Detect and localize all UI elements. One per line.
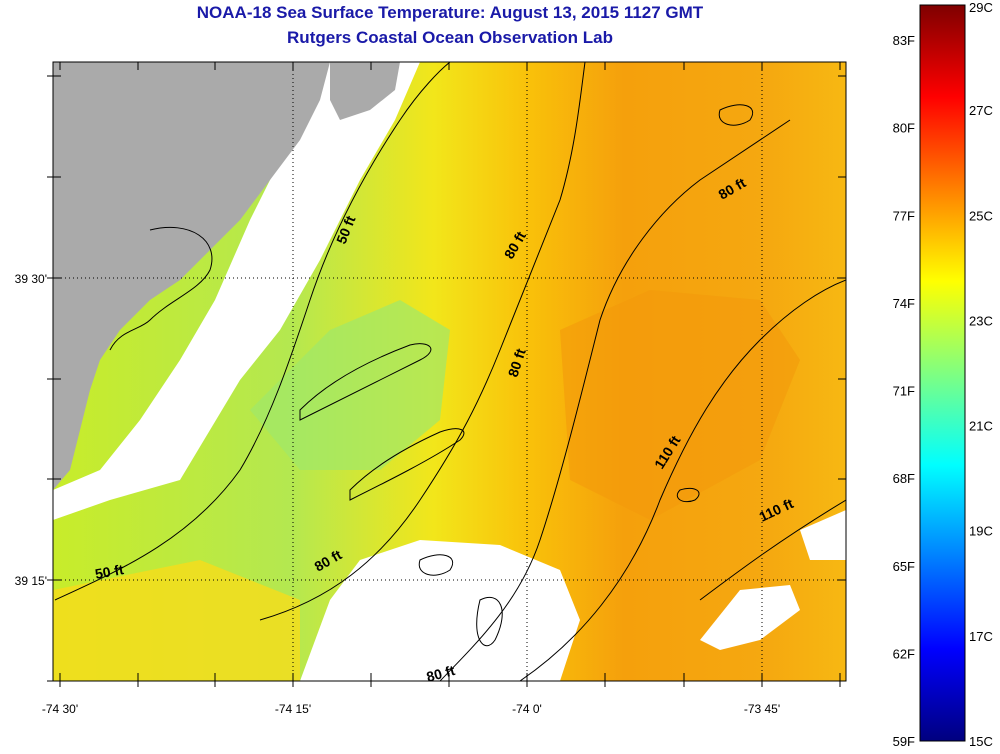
contour-80ft-west: [259, 62, 586, 621]
colorbar-c-label: 21C: [969, 419, 993, 434]
lon-label-73-45: -73 45': [744, 702, 780, 716]
land-island: [330, 62, 400, 120]
contour-shoal-5: [418, 554, 453, 576]
contour-50ft: [54, 62, 451, 601]
colorbar-f-label: 74F: [893, 296, 915, 311]
colorbar-c-label: 27C: [969, 103, 993, 118]
colorbar-f-label: 83F: [893, 33, 915, 48]
nodata-southeast: [700, 585, 800, 650]
land-mass: [53, 62, 330, 490]
nodata-coastal-strip: [53, 62, 420, 520]
coastline-inner: [109, 226, 213, 351]
chart-subtitle: Rutgers Coastal Ocean Observation Lab: [287, 28, 613, 47]
contour-shoal-6: [476, 597, 503, 647]
contour-shoal-2: [349, 428, 465, 501]
depth-label-80ft-e: 80 ft: [425, 662, 457, 685]
colorbar-f-label: 77F: [893, 208, 915, 223]
contour-80ft-east: [439, 119, 791, 681]
contour-shoal-1: [299, 343, 432, 421]
colorbar-f-label: 80F: [893, 121, 915, 136]
colorbar-gradient: [919, 4, 966, 742]
chart-title: NOAA-18 Sea Surface Temperature: August …: [196, 3, 704, 22]
lat-label-39-30: 39 30': [15, 272, 47, 286]
lon-label-74-00: -74 0': [512, 702, 542, 716]
nodata-south: [300, 540, 580, 681]
depth-label-50ft-b: 50 ft: [94, 561, 125, 582]
colorbar-c-label: 25C: [969, 208, 993, 223]
lon-label-74-30: -74 30': [42, 702, 78, 716]
lon-label-74-15: -74 15': [275, 702, 311, 716]
contour-110ft-east: [699, 499, 846, 601]
southern-band: [53, 560, 300, 681]
contour-shoal-4: [676, 487, 700, 503]
nodata-east: [800, 510, 846, 560]
warm-water-patch: [560, 290, 800, 520]
colorbar-c-label: 15C: [969, 734, 993, 749]
colorbar-f-label: 65F: [893, 559, 915, 574]
lat-label-39-15: 39 15': [15, 574, 47, 588]
cool-water-patch: [250, 300, 450, 470]
colorbar-f-label: 62F: [893, 646, 915, 661]
colorbar-f-label: 71F: [893, 384, 915, 399]
colorbar-f-label: 59F: [893, 734, 915, 749]
colorbar-c-label: 29C: [969, 0, 993, 15]
contour-shoal-3: [718, 104, 753, 126]
colorbar-f-label: 68F: [893, 471, 915, 486]
colorbar-c-label: 23C: [969, 313, 993, 328]
contour-110ft: [519, 279, 846, 681]
colorbar-c-label: 17C: [969, 629, 993, 644]
colorbar-c-label: 19C: [969, 524, 993, 539]
